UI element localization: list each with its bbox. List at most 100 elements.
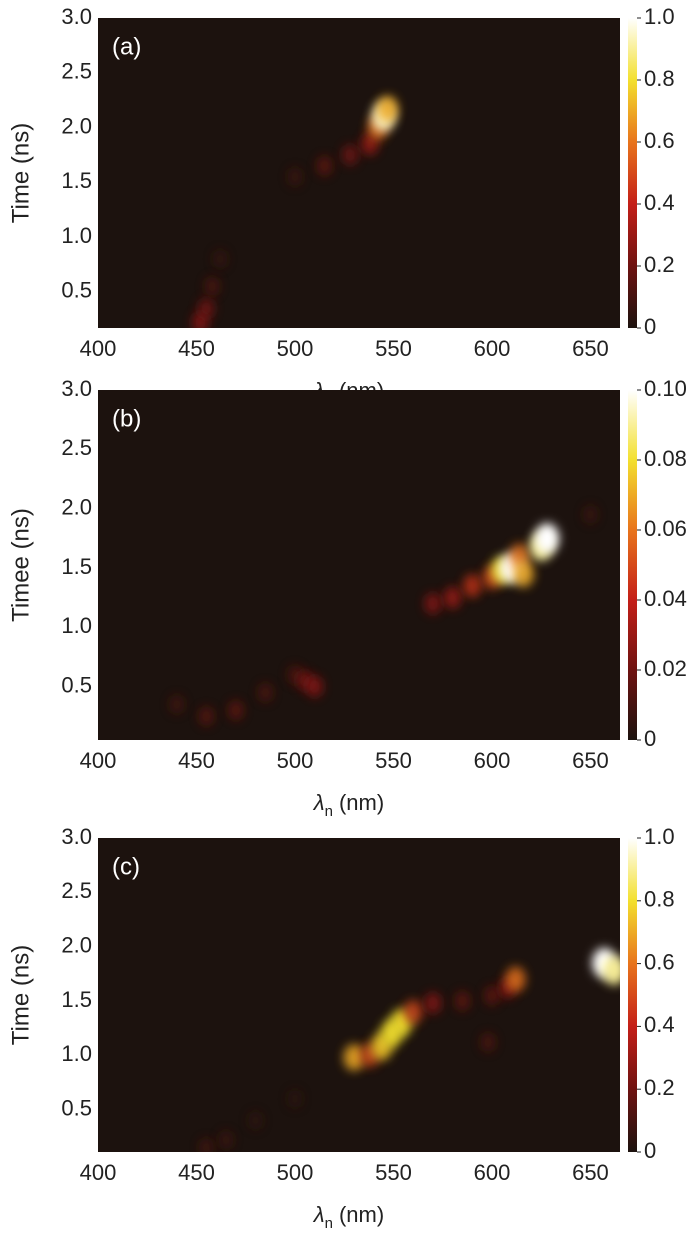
colorbar-tick-label: 0.10 [644, 376, 687, 401]
y-tick-label: 0.5 [61, 1095, 92, 1120]
y-tick-label: 1.5 [61, 554, 92, 579]
x-tick-label: 550 [375, 1160, 412, 1185]
y-tick-label: 1.0 [61, 1041, 92, 1066]
y-tick-label: 0.5 [61, 672, 92, 697]
panel: (a)4004505005506006500.51.01.52.02.53.0λ… [7, 4, 674, 409]
heat-spot [169, 694, 185, 715]
y-tick-label: 2.0 [61, 494, 92, 519]
x-label-subscript: n [325, 803, 333, 820]
x-tick-label: 550 [375, 336, 412, 361]
heat-spot [198, 1137, 214, 1152]
heat-spot [582, 504, 598, 525]
colorbar [628, 390, 637, 740]
y-axis-label: Time (ns) [7, 945, 34, 1045]
heat-blobs [169, 504, 598, 727]
panel-label: (a) [112, 33, 141, 60]
colorbar-tick-label: 0.6 [644, 949, 675, 974]
heat-spot [287, 1089, 303, 1109]
x-tick-label: 500 [277, 748, 314, 773]
colorbar-tick-label: 0 [644, 726, 656, 751]
heat-spot [480, 1032, 496, 1053]
x-tick-label: 600 [474, 1160, 511, 1185]
x-tick-label: 400 [80, 748, 117, 773]
colorbar-tick-label: 0.4 [644, 1012, 675, 1037]
y-tick-label: 2.0 [61, 932, 92, 957]
x-tick-label: 500 [277, 1160, 314, 1185]
heat-spot [512, 560, 534, 588]
y-tick-label: 3.0 [61, 376, 92, 401]
heat-spot [403, 999, 423, 1024]
heat-spot [316, 155, 333, 177]
y-tick-label: 1.0 [61, 223, 92, 248]
heat-spot [257, 682, 274, 703]
heat-spot [248, 1111, 263, 1130]
x-tick-label: 650 [572, 748, 609, 773]
y-tick-label: 2.5 [61, 59, 92, 84]
colorbar-tick-label: 1.0 [644, 4, 675, 29]
heat-spot [341, 144, 359, 166]
heat-spot [424, 992, 442, 1014]
heat-blobs [198, 947, 620, 1152]
heat-spot [463, 574, 482, 598]
x-tick-label: 400 [80, 1160, 117, 1185]
x-tick-label: 500 [277, 336, 314, 361]
x-axis-label: λn (nm) [313, 790, 384, 821]
colorbar-tick-label: 0.4 [644, 190, 675, 215]
x-label-unit: (nm) [339, 1202, 384, 1227]
heat-spot [454, 990, 471, 1012]
y-tick-label: 3.0 [61, 4, 92, 29]
colorbar-tick-label: 0.8 [644, 887, 675, 912]
x-tick-label: 450 [178, 1160, 215, 1185]
x-tick-label: 650 [572, 336, 609, 361]
colorbar-tick-label: 0 [644, 314, 656, 339]
x-tick-label: 550 [375, 748, 412, 773]
heat-spot [602, 956, 620, 985]
heat-spot [227, 700, 244, 721]
x-tick-label: 450 [178, 336, 215, 361]
colorbar-tick-label: 1.0 [644, 824, 675, 849]
colorbar-tick-label: 0 [644, 1138, 656, 1163]
y-tick-label: 3.0 [61, 824, 92, 849]
colorbar [628, 18, 637, 328]
colorbar-tick-label: 0.6 [644, 128, 675, 153]
x-tick-label: 400 [80, 336, 117, 361]
heat-spot [483, 985, 500, 1006]
panel: (b) 400 450 500 550 600 650 0.5 1.0 1.5 2.0 2.5 3.0 λ… [7, 376, 686, 821]
y-tick-label: 1.5 [61, 987, 92, 1012]
x-tick-label: 450 [178, 748, 215, 773]
colorbar-tick-label: 0.2 [644, 1075, 675, 1100]
x-label-symbol: λ [313, 1202, 325, 1227]
y-tick-label: 2.5 [61, 435, 92, 460]
plot-background [98, 18, 620, 328]
panel-label: (b) [112, 405, 141, 432]
y-tick-label: 1.0 [61, 613, 92, 638]
y-tick-label: 0.5 [61, 278, 92, 303]
y-axis-label: Timee (ns) [7, 508, 34, 622]
heat-spot [443, 586, 462, 609]
colorbar-tick-label: 0.04 [644, 586, 687, 611]
panel-label: (c) [112, 853, 140, 880]
colorbar-tick-label: 0.08 [644, 446, 687, 471]
colorbar-tick-label: 0.2 [644, 252, 675, 277]
colorbar [628, 838, 637, 1152]
colorbar-tick-label: 0.02 [644, 656, 687, 681]
heat-spot [287, 167, 303, 187]
x-tick-label: 600 [474, 748, 511, 773]
y-tick-label: 1.5 [61, 168, 92, 193]
plot-background [98, 838, 620, 1152]
colorbar-tick-label: 0.8 [644, 66, 675, 91]
panel: (c) 400 450 500 550 600 650 0.5 1.0 1.5 2.0 2.5 3.0 λ… [7, 824, 674, 1233]
heat-spot [377, 95, 399, 123]
heat-spot [535, 523, 560, 554]
heat-spot [204, 276, 220, 297]
heat-spot [212, 249, 228, 269]
colorbar-tick-label: 0.06 [644, 516, 687, 541]
heat-spot [505, 966, 526, 992]
heat-spot [424, 592, 442, 615]
heat-spot [198, 706, 215, 727]
heat-spot [218, 1130, 234, 1150]
heat-spot [306, 675, 324, 698]
heat-spot [343, 1044, 365, 1071]
